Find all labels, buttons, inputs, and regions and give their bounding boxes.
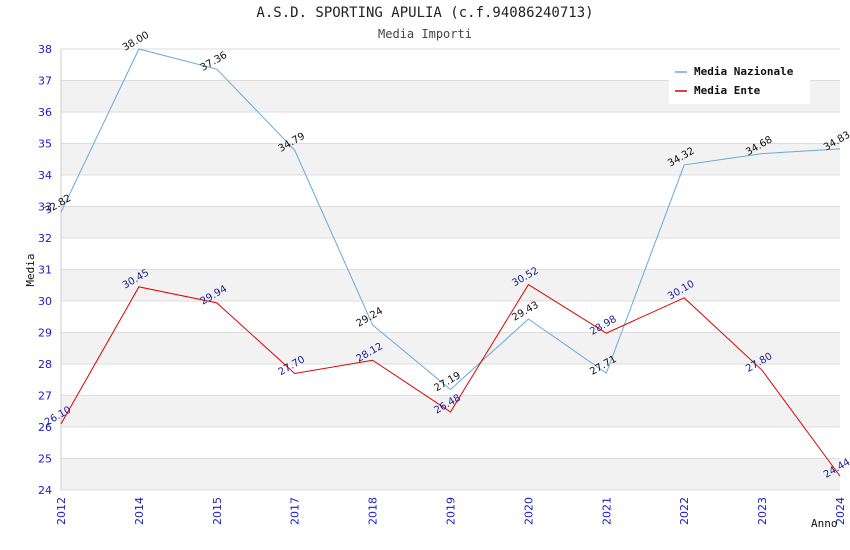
y-tick-label: 35 [38,138,52,151]
grid-band [61,427,840,459]
grid-band [61,458,840,490]
y-tick-label: 28 [38,358,52,371]
x-tick-label: 2018 [367,497,380,525]
grid-band [61,175,840,207]
x-tick-label: 2015 [211,497,224,525]
y-tick-label: 25 [38,453,52,466]
y-tick-label: 33 [38,201,52,214]
x-tick-label: 2012 [55,497,68,525]
y-tick-label: 29 [38,327,52,340]
grid-band [61,269,840,301]
y-tick-labels: 24 25 26 27 28 29 30 31 32 33 34 35 36 37 38 [38,43,52,497]
y-tick-label: 34 [38,169,52,182]
x-tick-label: 2014 [133,497,146,525]
grid-band [61,206,840,238]
y-tick-label: 32 [38,232,52,245]
legend-label-nazionale: Media Nazionale [694,65,794,78]
y-tick-label: 38 [38,43,52,56]
x-tick-label: 2021 [600,497,613,525]
x-tick-labels: 2012 2014 2015 2017 2018 2019 2020 2021 2022 2023… [55,497,847,525]
x-tick-label: 2023 [756,497,769,525]
grid-band [61,332,840,364]
chart-subtitle: Media Importi [378,27,472,41]
legend-box [669,60,810,104]
y-tick-label: 30 [38,295,52,308]
x-tick-label: 2017 [289,497,302,525]
series-lines [60,48,841,477]
y-axis-title: Media [24,253,37,286]
y-tick-label: 27 [38,390,52,403]
legend-label-ente: Media Ente [694,84,761,97]
x-tick-label: 2020 [522,497,535,525]
y-tick-label: 24 [38,484,52,497]
grid-band [61,364,840,396]
chart-title: A.S.D. SPORTING APULIA (c.f.94086240713) [256,5,594,21]
x-tick-label: 2019 [445,497,458,525]
grid-band [61,301,840,333]
y-tick-label: 31 [38,264,52,277]
y-tick-label: 37 [38,75,52,88]
x-axis-title: Anno [811,517,838,530]
grid-band [61,143,840,175]
y-tick-label: 26 [38,421,52,434]
y-tick-label: 36 [38,106,52,119]
x-tick-label: 2024 [834,497,847,525]
grid-band [61,238,840,270]
legend: Media Nazionale Media Ente [669,60,810,104]
grid-bands [60,48,840,491]
grid-band [61,112,840,144]
x-tick-label: 2022 [678,497,691,525]
